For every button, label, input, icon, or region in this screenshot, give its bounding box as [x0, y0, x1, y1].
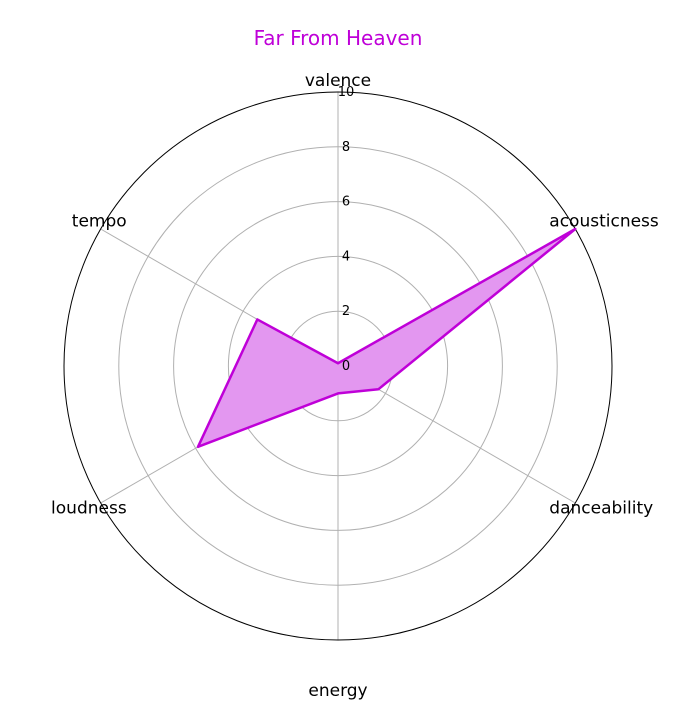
outer-frame: [63, 91, 613, 641]
axis-label-energy: energy: [308, 681, 367, 701]
r-tick-label: 0: [342, 359, 350, 374]
axis-label-tempo: tempo: [72, 211, 127, 231]
axis-label-danceability: danceability: [549, 499, 653, 519]
chart-title: Far From Heaven: [254, 26, 423, 50]
r-tick-label: 8: [342, 140, 350, 155]
r-tick-label: 6: [342, 195, 350, 210]
axis-label-loudness: loudness: [51, 499, 127, 519]
axis-label-valence: valence: [305, 71, 371, 91]
tick-layer: 0 2 4 6 8 10: [338, 85, 355, 374]
r-tick-label: 2: [342, 304, 350, 319]
axis-label-acousticness: acousticness: [549, 211, 659, 231]
axis-label-layer: valence acousticness danceability energy lou…: [51, 71, 659, 701]
r-tick-label: 10: [338, 85, 355, 100]
r-tick-label: 4: [342, 249, 350, 264]
series-layer: [196, 227, 577, 449]
